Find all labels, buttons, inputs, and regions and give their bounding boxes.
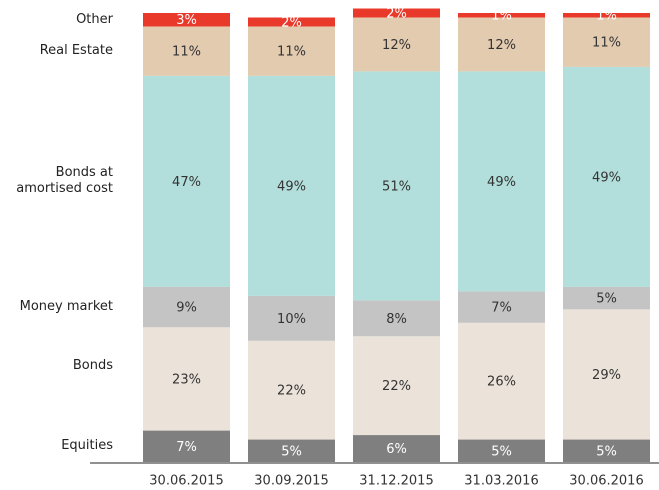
value-label: 5% xyxy=(596,444,617,459)
bar-segment xyxy=(563,309,650,440)
bar-segment xyxy=(353,17,440,72)
value-label: 51% xyxy=(382,179,411,194)
value-label: 11% xyxy=(592,36,621,51)
bar-segment xyxy=(353,435,440,462)
x-tick-label: 30.06.2015 xyxy=(149,474,223,489)
value-label: 29% xyxy=(592,368,621,383)
value-label: 1% xyxy=(596,9,617,24)
value-label: 9% xyxy=(176,301,197,316)
value-label: 5% xyxy=(281,444,302,459)
bar-segment xyxy=(143,286,230,328)
value-label: 49% xyxy=(277,179,306,194)
value-label: 49% xyxy=(487,175,516,190)
value-label: 2% xyxy=(386,7,407,22)
bar-segment xyxy=(563,66,650,287)
value-label: 11% xyxy=(172,45,201,60)
value-label: 3% xyxy=(176,13,197,28)
bar-segment xyxy=(563,13,650,18)
bar-segment xyxy=(458,71,545,292)
value-label: 12% xyxy=(487,38,516,53)
value-label: 7% xyxy=(491,301,512,316)
series-label: Real Estate xyxy=(39,43,113,59)
bar-segment xyxy=(458,13,545,18)
bar-segment xyxy=(353,71,440,301)
bar-segment xyxy=(143,75,230,287)
bar-segment xyxy=(353,336,440,436)
value-label: 11% xyxy=(277,45,306,60)
bar-segment xyxy=(143,327,230,431)
bar-segment xyxy=(248,75,335,296)
series-label: Bonds at amortised cost xyxy=(16,165,113,197)
bar-segment xyxy=(248,26,335,76)
x-tick-label: 30.06.2016 xyxy=(569,474,643,489)
x-tick-label: 30.09.2015 xyxy=(254,474,328,489)
x-tick-label: 31.03.2016 xyxy=(464,474,538,489)
series-label: Money market xyxy=(19,299,113,315)
value-label: 6% xyxy=(386,442,407,457)
value-label: 22% xyxy=(277,384,306,399)
value-label: 10% xyxy=(277,312,306,327)
bar-segment xyxy=(353,300,440,337)
value-label: 2% xyxy=(281,15,302,30)
bar-segment xyxy=(458,439,545,462)
x-tick-label: 31.12.2015 xyxy=(359,474,433,489)
bar-segment xyxy=(143,26,230,76)
bar-segment xyxy=(458,17,545,72)
value-label: 5% xyxy=(491,444,512,459)
value-label: 7% xyxy=(176,440,197,455)
value-label: 1% xyxy=(491,9,512,24)
bar-segment xyxy=(563,286,650,310)
value-label: 22% xyxy=(382,379,411,394)
series-label: Other xyxy=(76,11,113,27)
value-label: 12% xyxy=(382,38,411,53)
bar-segment xyxy=(563,439,650,462)
value-label: 49% xyxy=(592,170,621,185)
bar-segment xyxy=(563,17,650,67)
bar-segment xyxy=(248,439,335,462)
bar-segment xyxy=(248,17,335,27)
bar-segment xyxy=(143,430,230,462)
series-label: Bonds xyxy=(72,357,113,373)
value-label: 23% xyxy=(172,372,201,387)
value-label: 26% xyxy=(487,375,516,390)
value-label: 5% xyxy=(596,292,617,307)
bar-segment xyxy=(248,295,335,341)
value-label: 8% xyxy=(386,312,407,327)
series-label: Equities xyxy=(61,438,113,454)
bar-segment xyxy=(353,8,440,18)
value-label: 47% xyxy=(172,175,201,190)
bar-segment xyxy=(458,322,545,440)
bar-segment xyxy=(248,340,335,440)
bar-segment xyxy=(458,291,545,323)
bar-segment xyxy=(143,13,230,27)
